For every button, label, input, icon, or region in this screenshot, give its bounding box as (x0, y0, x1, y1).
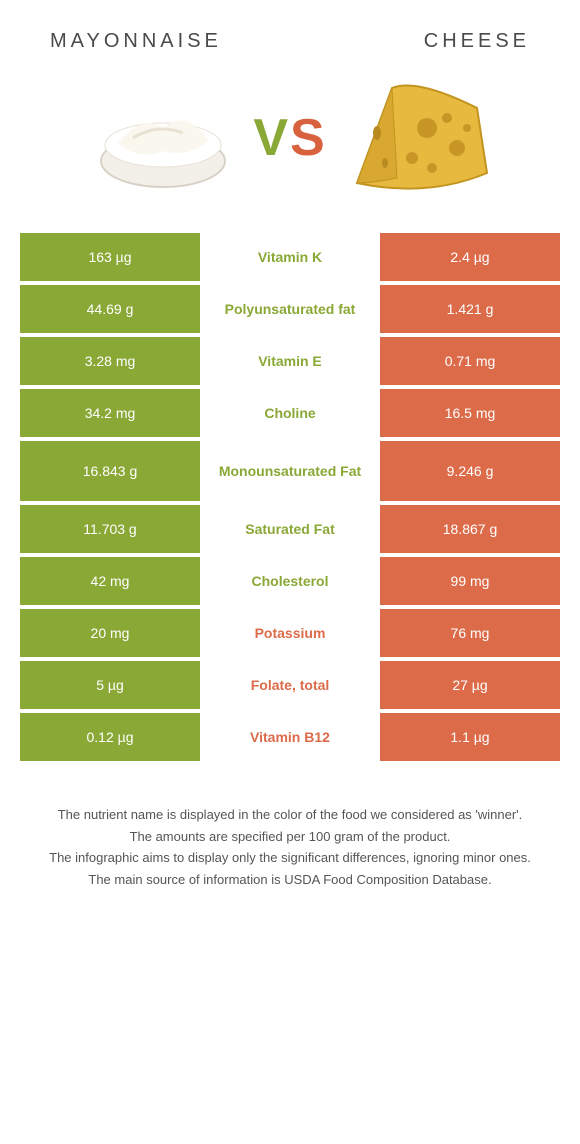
left-value: 0.12 µg (20, 713, 200, 761)
hero-row: VS (0, 63, 580, 233)
nutrient-label: Saturated Fat (200, 505, 380, 553)
nutrient-row: 44.69 gPolyunsaturated fat1.421 g (20, 285, 560, 333)
nutrient-label: Choline (200, 389, 380, 437)
left-value: 3.28 mg (20, 337, 200, 385)
vs-v: V (253, 109, 290, 167)
footer-line: The infographic aims to display only the… (30, 848, 550, 868)
left-value: 163 µg (20, 233, 200, 281)
right-value: 16.5 mg (380, 389, 560, 437)
vs-s: S (290, 109, 327, 167)
footer-line: The main source of information is USDA F… (30, 870, 550, 890)
nutrient-label: Cholesterol (200, 557, 380, 605)
left-value: 5 µg (20, 661, 200, 709)
nutrient-row: 5 µgFolate, total27 µg (20, 661, 560, 709)
footer-notes: The nutrient name is displayed in the co… (0, 765, 580, 911)
nutrient-label: Folate, total (200, 661, 380, 709)
food-left-title: MAYONNAISE (50, 30, 222, 53)
right-value: 2.4 µg (380, 233, 560, 281)
nutrient-row: 0.12 µgVitamin B121.1 µg (20, 713, 560, 761)
nutrient-row: 16.843 gMonounsaturated Fat9.246 g (20, 441, 560, 501)
left-value: 42 mg (20, 557, 200, 605)
left-value: 34.2 mg (20, 389, 200, 437)
left-value: 20 mg (20, 609, 200, 657)
right-value: 1.421 g (380, 285, 560, 333)
footer-line: The amounts are specified per 100 gram o… (30, 827, 550, 847)
right-value: 0.71 mg (380, 337, 560, 385)
nutrient-label: Vitamin E (200, 337, 380, 385)
nutrient-table: 163 µgVitamin K2.4 µg44.69 gPolyunsatura… (0, 233, 580, 761)
vs-label: VS (253, 108, 326, 168)
right-value: 18.867 g (380, 505, 560, 553)
nutrient-row: 163 µgVitamin K2.4 µg (20, 233, 560, 281)
nutrient-row: 42 mgCholesterol99 mg (20, 557, 560, 605)
nutrient-label: Monounsaturated Fat (200, 441, 380, 501)
nutrient-row: 3.28 mgVitamin E0.71 mg (20, 337, 560, 385)
cheese-image (337, 73, 497, 203)
nutrient-label: Vitamin K (200, 233, 380, 281)
nutrient-row: 11.703 gSaturated Fat18.867 g (20, 505, 560, 553)
right-value: 1.1 µg (380, 713, 560, 761)
nutrient-row: 20 mgPotassium76 mg (20, 609, 560, 657)
nutrient-row: 34.2 mgCholine16.5 mg (20, 389, 560, 437)
food-right-title: CHEESE (424, 30, 530, 53)
footer-line: The nutrient name is displayed in the co… (30, 805, 550, 825)
right-value: 76 mg (380, 609, 560, 657)
nutrient-label: Vitamin B12 (200, 713, 380, 761)
left-value: 11.703 g (20, 505, 200, 553)
header: MAYONNAISE CHEESE (0, 0, 580, 63)
right-value: 99 mg (380, 557, 560, 605)
nutrient-label: Potassium (200, 609, 380, 657)
right-value: 27 µg (380, 661, 560, 709)
left-value: 44.69 g (20, 285, 200, 333)
mayonnaise-image (83, 73, 243, 203)
right-value: 9.246 g (380, 441, 560, 501)
left-value: 16.843 g (20, 441, 200, 501)
nutrient-label: Polyunsaturated fat (200, 285, 380, 333)
